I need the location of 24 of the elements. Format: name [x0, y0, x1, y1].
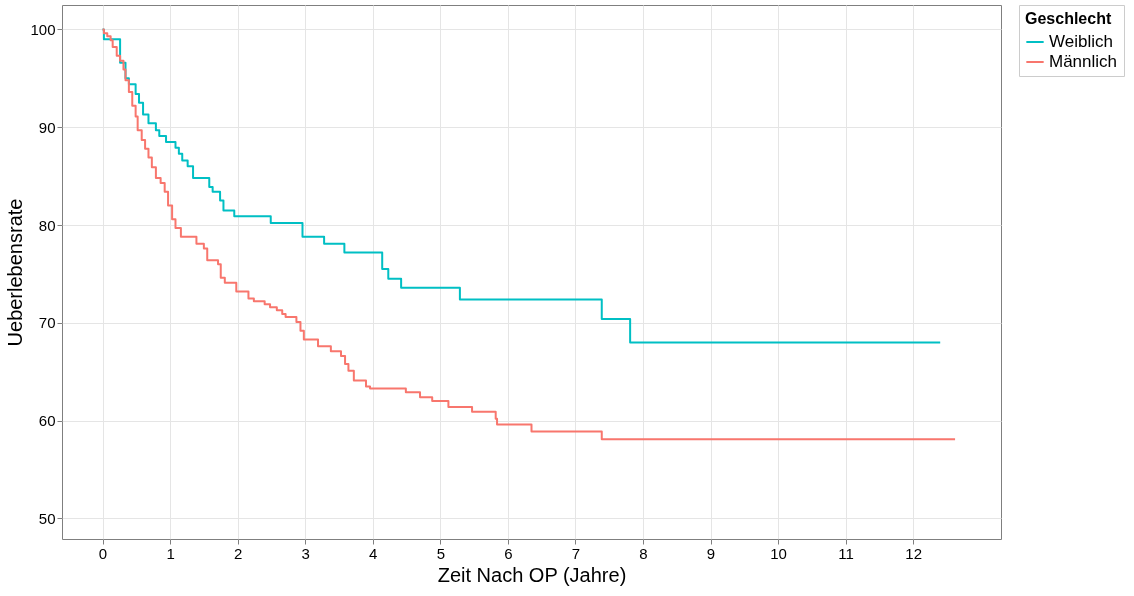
y-tick-label: 100: [30, 20, 56, 38]
x-tick-label: 0: [98, 544, 108, 562]
y-tick-label: 90: [38, 118, 56, 136]
x-tick-label: 3: [301, 544, 310, 562]
y-tick-label: 80: [38, 216, 56, 234]
legend-title: Geschlecht: [1025, 10, 1112, 27]
x-tick-label: 1: [166, 544, 175, 562]
x-tick-label: 2: [233, 544, 243, 562]
legend-label: Weiblich: [1049, 32, 1113, 51]
legend-label: Männlich: [1049, 52, 1118, 71]
x-tick-label: 5: [436, 544, 445, 562]
y-tick-label: 50: [38, 509, 56, 527]
x-tick-label: 7: [571, 544, 581, 562]
y-tick-label: 60: [38, 412, 56, 430]
x-tick-label: 11: [838, 544, 854, 562]
x-tick-label: 8: [639, 544, 648, 562]
x-tick-label: 10: [770, 544, 787, 562]
x-tick-label: 12: [905, 544, 923, 562]
x-tick-label: 6: [504, 544, 513, 562]
x-tick-label: 9: [706, 544, 716, 562]
y-axis-title: Ueberlebensrate: [4, 198, 27, 347]
y-tick-label: 70: [38, 314, 56, 332]
x-tick-label: 4: [369, 544, 378, 562]
x-axis-title: Zeit Nach OP (Jahre): [437, 563, 627, 586]
